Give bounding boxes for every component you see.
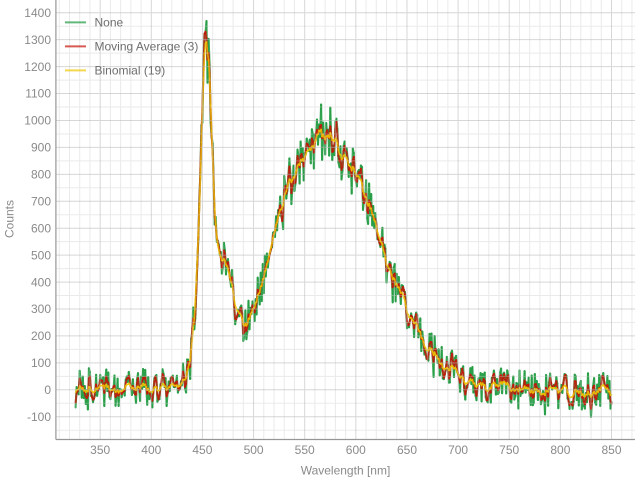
svg-text:-100: -100 (27, 410, 51, 424)
svg-text:1100: 1100 (25, 87, 51, 101)
svg-text:Wavelength [nm]: Wavelength [nm] (301, 464, 391, 478)
svg-text:Binomial (19): Binomial (19) (95, 64, 166, 78)
svg-text:1000: 1000 (24, 114, 51, 128)
svg-text:850: 850 (601, 443, 621, 457)
svg-text:100: 100 (31, 356, 51, 370)
svg-text:Moving Average (3): Moving Average (3) (95, 40, 199, 54)
svg-text:900: 900 (31, 141, 51, 155)
svg-text:800: 800 (31, 168, 51, 182)
svg-text:1400: 1400 (24, 6, 51, 20)
svg-text:550: 550 (295, 443, 315, 457)
svg-text:0: 0 (44, 383, 51, 397)
svg-text:400: 400 (141, 443, 161, 457)
svg-text:450: 450 (192, 443, 212, 457)
svg-text:500: 500 (31, 248, 51, 262)
svg-text:200: 200 (31, 329, 51, 343)
svg-text:700: 700 (31, 195, 51, 209)
svg-text:650: 650 (397, 443, 417, 457)
svg-text:None: None (95, 16, 124, 30)
svg-text:500: 500 (244, 443, 264, 457)
svg-text:350: 350 (90, 443, 110, 457)
svg-text:750: 750 (499, 443, 519, 457)
svg-text:1300: 1300 (24, 33, 51, 47)
svg-text:600: 600 (346, 443, 366, 457)
svg-text:300: 300 (31, 302, 51, 316)
svg-text:Counts: Counts (3, 200, 17, 238)
svg-text:600: 600 (31, 221, 51, 235)
svg-text:800: 800 (550, 443, 570, 457)
svg-text:700: 700 (448, 443, 468, 457)
svg-text:400: 400 (31, 275, 51, 289)
svg-text:1200: 1200 (24, 60, 51, 74)
